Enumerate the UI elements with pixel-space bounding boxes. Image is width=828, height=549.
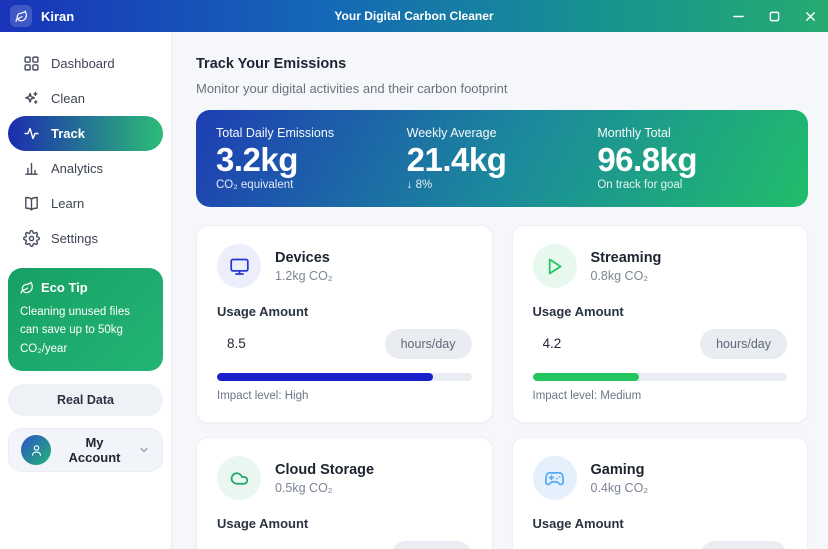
impact-progress-track [217,373,472,381]
card-title: Cloud Storage [275,461,375,478]
sidebar-nav: Dashboard Clean Track Analytics [8,46,163,256]
usage-amount-label: Usage Amount [217,304,309,319]
stat-value: 96.8kg [597,140,698,178]
eco-tip-text: Cleaning unused files can save up to 50k… [20,306,130,355]
stat-sub: On track for goal [597,179,683,192]
avatar [21,435,51,466]
usage-amount-label: Usage Amount [532,516,624,531]
card-title: Devices [275,249,330,266]
app-name: Kiran [41,8,75,24]
stat-weekly-average: Weekly Average 21.4kg ↓ 8% [407,126,598,192]
app-brand: Kiran [10,5,74,27]
gear-icon [23,230,40,247]
impact-progress-fill [217,373,434,381]
stat-total-daily: Total Daily Emissions 3.2kg CO₂ equivale… [216,126,407,192]
minimize-button[interactable] [720,0,756,32]
usage-amount-input[interactable] [217,328,337,359]
stat-label: Weekly Average [406,125,497,140]
usage-amount-input[interactable] [217,540,337,549]
titlebar: Kiran Your Digital Carbon Cleaner [0,0,828,32]
card-title: Gaming [590,461,645,478]
sidebar-item-track[interactable]: Track [8,116,163,151]
close-button[interactable] [792,0,828,32]
main-content: Track Your Emissions Monitor your digita… [172,32,828,549]
activity-cards-grid: Devices 1.2kg CO₂ Usage Amount hours/day… [196,225,808,549]
card-devices: Devices 1.2kg CO₂ Usage Amount hours/day… [196,225,493,423]
sidebar-item-label: Settings [51,231,98,246]
stat-monthly-total: Monthly Total 96.8kg On track for goal [597,126,788,192]
impact-level-text: Impact level: High [217,390,309,402]
card-cloud-storage: Cloud Storage 0.5kg CO₂ Usage Amount GB … [196,437,493,549]
sidebar-item-label: Learn [51,196,85,211]
usage-amount-label: Usage Amount [532,304,624,319]
unit-badge: GB used [390,540,472,549]
unit-badge: hours/day [384,328,472,359]
unit-badge: hours/day [700,328,787,359]
emissions-summary-banner: Total Daily Emissions 3.2kg CO₂ equivale… [196,110,808,207]
bar-chart-icon [23,160,40,177]
card-streaming: Streaming 0.8kg CO₂ Usage Amount hours/d… [511,225,808,423]
sidebar: Dashboard Clean Track Analytics [0,32,172,549]
dashboard-grid-icon [23,55,40,72]
sparkles-icon [23,90,40,107]
gamepad-icon [532,456,577,500]
unit-badge: hours/day [700,540,787,549]
real-data-button[interactable]: Real Data [8,384,163,417]
eco-tip-card: Eco Tip Cleaning unused files can save u… [8,268,163,372]
cloud-icon [217,456,261,500]
stat-sub: CO₂ equivalent [216,179,294,192]
stat-value: 21.4kg [406,140,507,178]
maximize-button[interactable] [756,0,792,32]
usage-amount-label: Usage Amount [217,516,309,531]
activity-icon [23,125,40,142]
leaf-icon [10,5,32,27]
account-label: My Account [68,435,121,466]
monitor-icon [217,244,261,288]
sidebar-item-dashboard[interactable]: Dashboard [8,46,163,81]
impact-level-text: Impact level: Medium [532,390,642,402]
sidebar-item-label: Dashboard [51,56,115,71]
impact-progress-fill [532,373,640,381]
play-icon [532,244,577,288]
page-subtitle: Monitor your digital activities and thei… [196,81,508,96]
stat-sub: ↓ 8% [406,179,433,192]
card-emission: 0.4kg CO₂ [590,480,649,495]
eco-tip-title: Eco Tip [41,280,88,295]
sidebar-item-analytics[interactable]: Analytics [8,151,163,186]
sidebar-item-label: Clean [51,91,85,106]
page-title: Track Your Emissions [196,56,347,72]
stat-value: 3.2kg [216,140,298,178]
my-account-button[interactable]: My Account [8,428,163,473]
card-title: Streaming [590,249,662,266]
usage-amount-input[interactable] [532,540,653,549]
card-emission: 0.8kg CO₂ [590,268,649,283]
card-emission: 1.2kg CO₂ [275,268,333,283]
stat-label: Total Daily Emissions [216,125,335,140]
book-icon [23,195,40,212]
stat-label: Monthly Total [597,125,671,140]
window-title: Your Digital Carbon Cleaner [334,9,494,23]
sidebar-item-clean[interactable]: Clean [8,81,163,116]
card-emission: 0.5kg CO₂ [275,480,333,495]
sidebar-item-label: Analytics [51,161,104,176]
usage-amount-input[interactable] [532,328,653,359]
chevron-down-icon [138,444,150,456]
leaf-icon [20,281,34,295]
sidebar-item-settings[interactable]: Settings [8,221,163,256]
sidebar-item-learn[interactable]: Learn [8,186,163,221]
sidebar-item-label: Track [51,126,85,141]
card-gaming: Gaming 0.4kg CO₂ Usage Amount hours/day [511,437,808,549]
impact-progress-track [532,373,787,381]
